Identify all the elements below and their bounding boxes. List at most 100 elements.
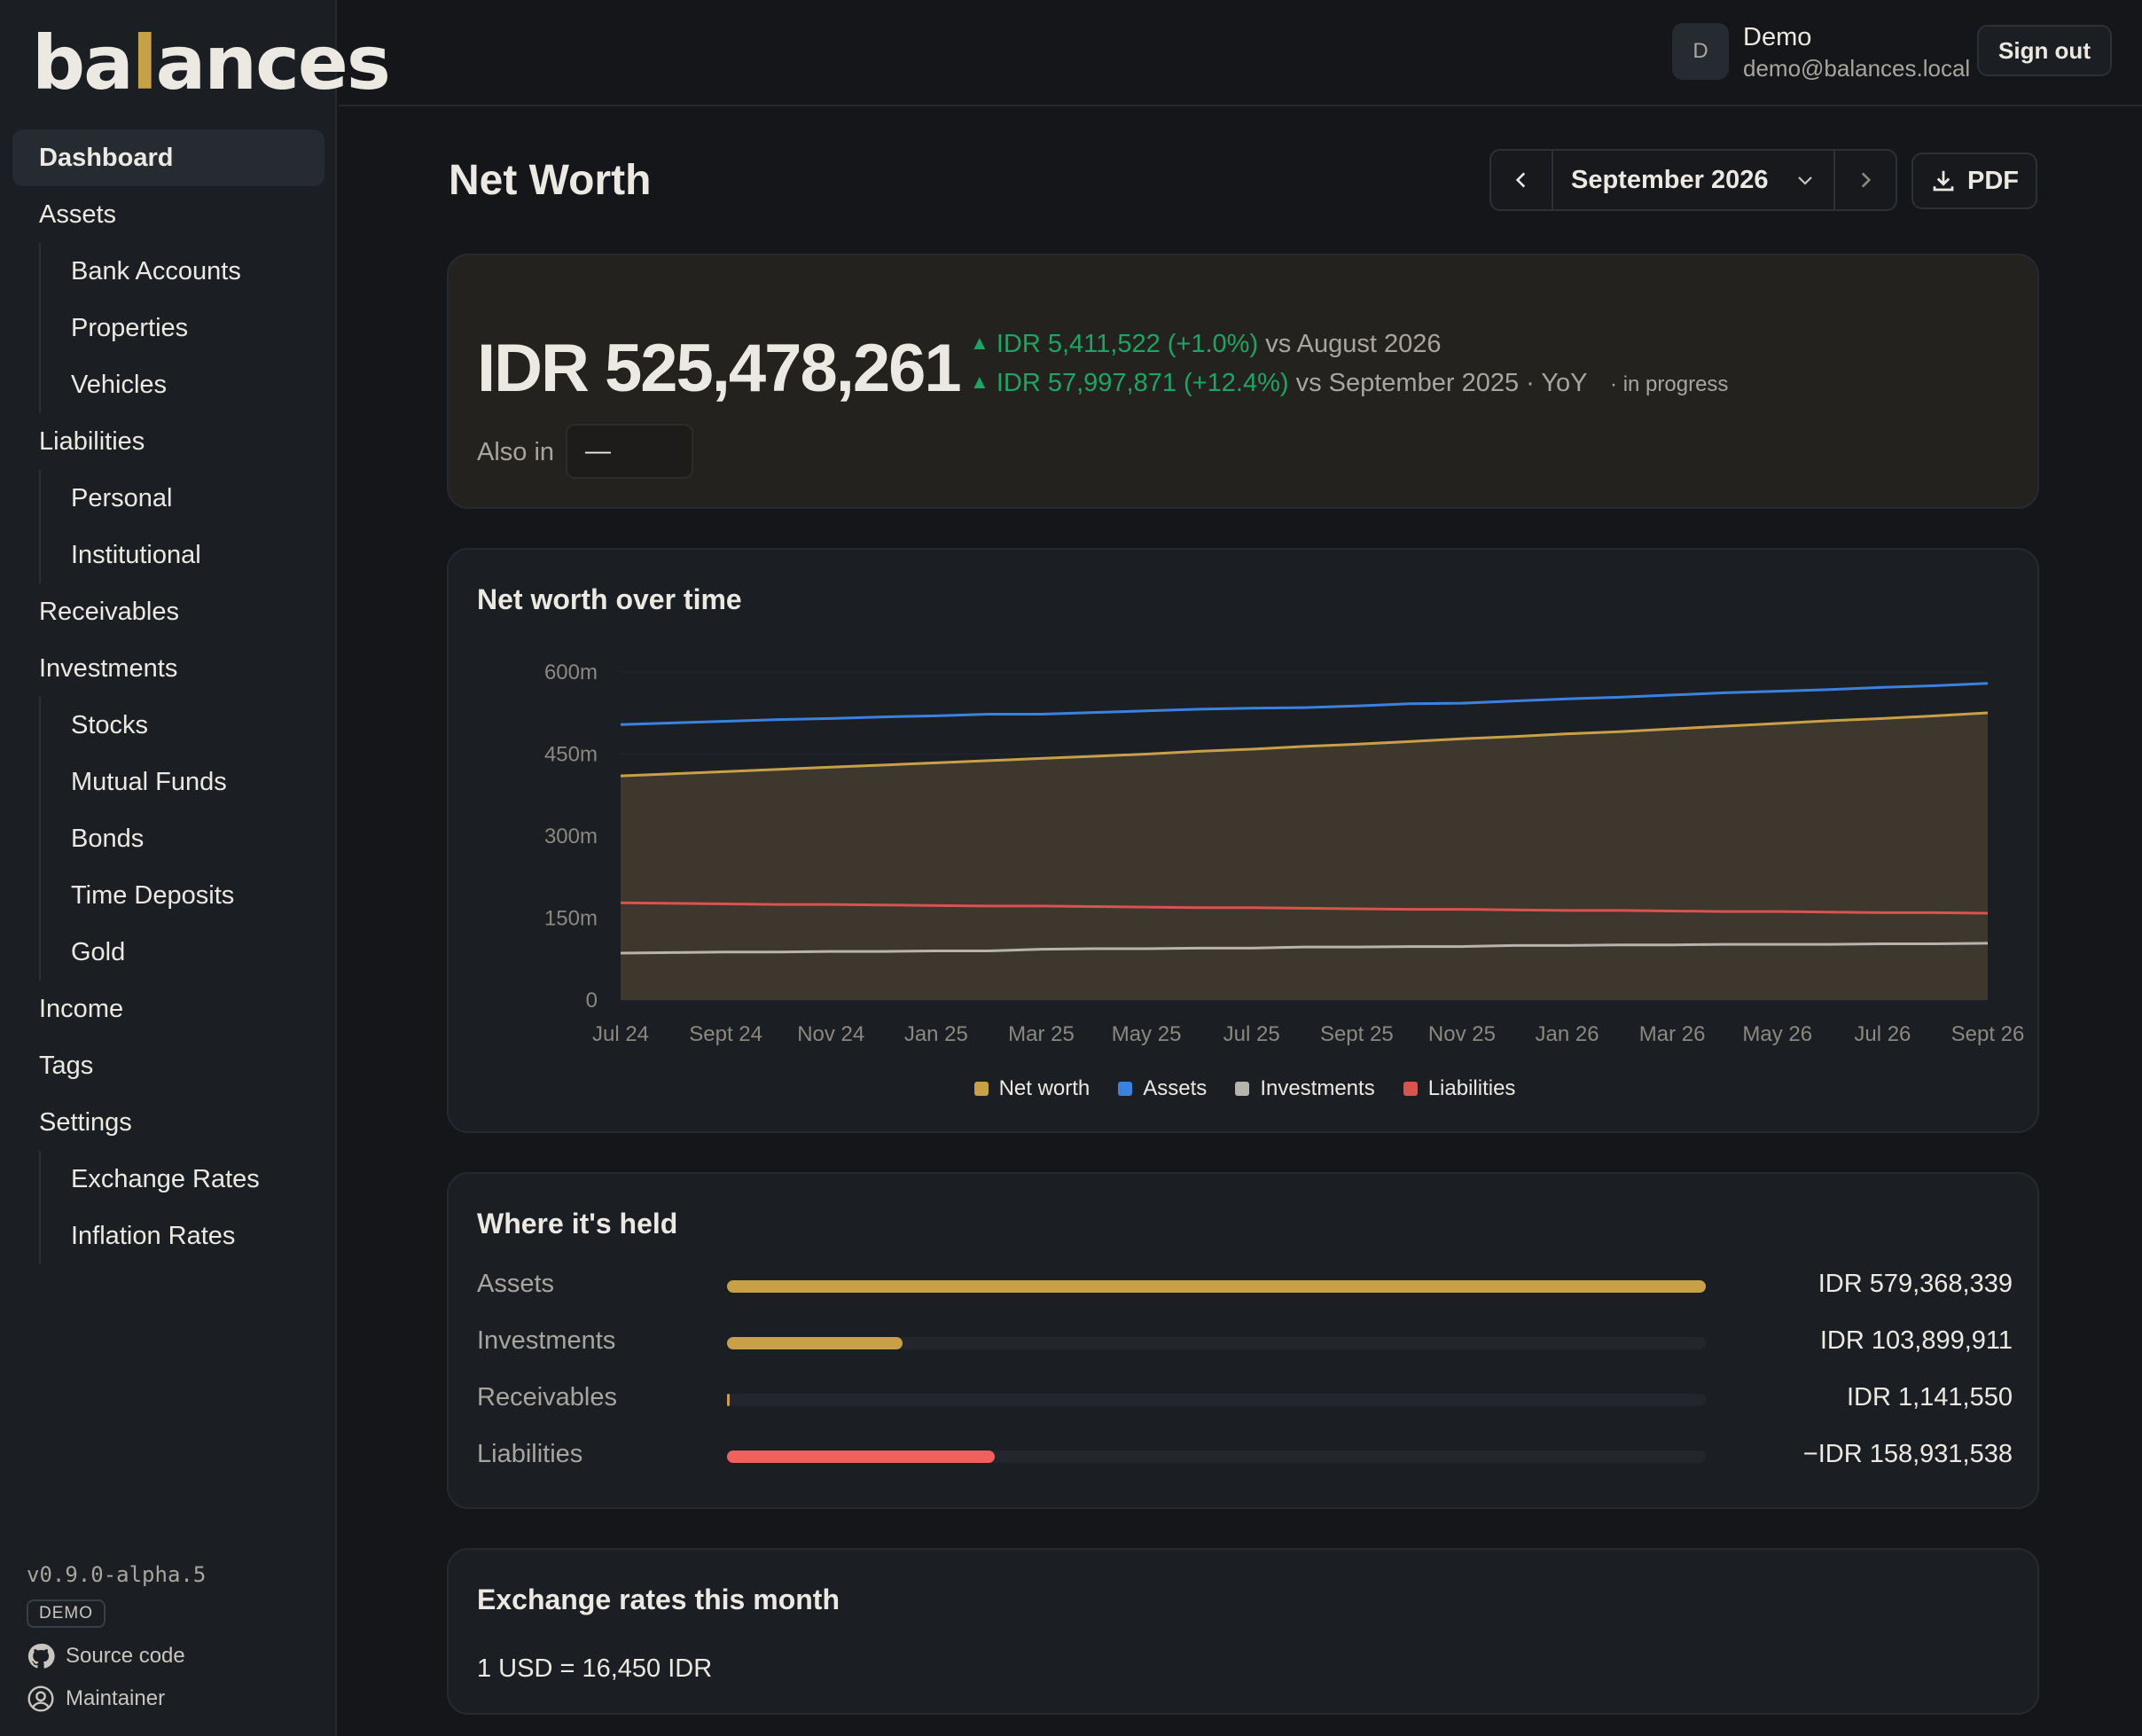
sidebar-subnav-investments: Stocks Mutual Funds Bonds Time Deposits Gold — [39, 697, 337, 981]
series-line-assets — [620, 682, 1989, 726]
held-row-label: Receivables — [477, 1383, 617, 1411]
chart-title: Net worth over time — [477, 583, 742, 615]
sidebar-item-institutional[interactable]: Institutional — [71, 540, 201, 569]
maintainer-link[interactable]: Maintainer — [27, 1685, 206, 1713]
sidebar-nav: Dashboard Assets Bank Accounts Properties Ve… — [0, 129, 337, 1264]
held-row-value: −IDR 158,931,538 — [1802, 1440, 2013, 1468]
net-worth-chart[interactable]: 0 150m 300m 450m 600m Jul 24 Sept 24 Nov 24 Jan … — [449, 550, 2041, 1135]
sidebar-item-exchange-rates[interactable]: Exchange Rates — [71, 1164, 260, 1193]
month-select[interactable]: September 2026 — [1552, 151, 1835, 209]
sidebar-item-liabilities[interactable]: Liabilities — [39, 426, 145, 456]
legend-swatch — [973, 1082, 989, 1096]
avatar[interactable]: D — [1672, 23, 1729, 80]
logo-text-end: ances — [155, 20, 391, 106]
held-row-liabilities: Liabilities −IDR 158,931,538 — [477, 1440, 2013, 1475]
year-over-year-change: ▲ IDR 57,997,871 (+12.4%) vs September 2… — [970, 369, 1728, 398]
x-tick-label: Jan 25 — [904, 1022, 968, 1046]
held-bar-track — [727, 1280, 1706, 1293]
legend-swatch — [1118, 1082, 1133, 1096]
user-circle-icon — [27, 1685, 54, 1712]
exchange-rates-title: Exchange rates this month — [477, 1584, 840, 1615]
held-row-label: Liabilities — [477, 1440, 583, 1468]
sidebar-item-gold[interactable]: Gold — [71, 937, 126, 966]
sidebar-subnav-assets: Bank Accounts Properties Vehicles — [39, 243, 337, 413]
legend-label: Investments — [1260, 1076, 1375, 1100]
app-logo[interactable]: balances — [32, 20, 391, 106]
maintainer-label: Maintainer — [66, 1686, 166, 1710]
chevron-left-icon — [1515, 172, 1526, 188]
yoy-change-value: IDR 57,997,871 (+12.4%) — [996, 369, 1289, 397]
where-held-card: Where it's held Assets IDR 579,368,339 Inv… — [447, 1172, 2039, 1509]
sidebar-item-dashboard[interactable]: Dashboard — [12, 129, 324, 186]
mom-compare-label: vs August 2026 — [1265, 330, 1442, 358]
y-tick-label: 150m — [544, 907, 598, 931]
where-held-title: Where it's held — [477, 1208, 678, 1239]
exchange-rates-card: Exchange rates this month 1 USD = 16,450… — [447, 1548, 2039, 1715]
x-tick-label: May 26 — [1742, 1022, 1812, 1046]
held-row-value: IDR 579,368,339 — [1818, 1270, 2013, 1298]
month-over-month-change: ▲ IDR 5,411,522 (+1.0%) vs August 2026 — [970, 330, 1442, 359]
user-email: demo@balances.local — [1743, 55, 1971, 82]
held-row-assets: Assets IDR 579,368,339 — [477, 1270, 2013, 1305]
chevron-right-icon — [1861, 172, 1872, 188]
y-tick-label: 300m — [544, 825, 598, 848]
github-icon — [27, 1643, 55, 1669]
net-worth-amount: IDR 525,478,261 — [477, 331, 962, 406]
net-worth-chart-card: Net worth over time 0 150m 300m 450m 600m Jul… — [447, 548, 2039, 1133]
sidebar-item-investments[interactable]: Investments — [39, 653, 178, 683]
sidebar-item-settings[interactable]: Settings — [39, 1107, 132, 1137]
sidebar-item-mutual-funds[interactable]: Mutual Funds — [71, 767, 227, 796]
legend-item-net-worth[interactable]: Net worth — [973, 1076, 1090, 1101]
held-bar-fill — [727, 1451, 996, 1463]
sidebar-item-tags[interactable]: Tags — [39, 1051, 94, 1080]
up-triangle-icon: ▲ — [970, 371, 989, 393]
y-tick-label: 600m — [544, 661, 598, 684]
download-icon — [1933, 170, 1954, 192]
pdf-label: PDF — [1967, 166, 2019, 195]
held-bar-fill — [727, 1280, 1706, 1293]
held-row-investments: Investments IDR 103,899,911 — [477, 1326, 2013, 1362]
previous-month-button[interactable] — [1491, 151, 1552, 209]
sidebar-item-receivables[interactable]: Receivables — [39, 597, 179, 626]
legend-item-investments[interactable]: Investments — [1235, 1076, 1375, 1101]
exchange-rate-value: 1 USD = 16,450 IDR — [477, 1654, 713, 1683]
legend-item-liabilities[interactable]: Liabilities — [1403, 1076, 1516, 1101]
sidebar-item-time-deposits[interactable]: Time Deposits — [71, 880, 235, 910]
sidebar-item-inflation-rates[interactable]: Inflation Rates — [71, 1221, 236, 1250]
sidebar-item-assets[interactable]: Assets — [39, 199, 117, 229]
sign-out-button[interactable]: Sign out — [1977, 25, 2112, 76]
sidebar-item-stocks[interactable]: Stocks — [71, 710, 149, 739]
held-bar-track — [727, 1337, 1706, 1349]
legend-item-assets[interactable]: Assets — [1118, 1076, 1207, 1101]
also-in-label: Also in — [477, 438, 555, 466]
x-tick-label: May 25 — [1112, 1022, 1182, 1046]
version-label: v0.9.0-alpha.5 — [27, 1562, 207, 1587]
sidebar-item-personal[interactable]: Personal — [71, 483, 173, 512]
y-tick-label: 450m — [544, 743, 598, 767]
also-in-currency-select[interactable]: — — [566, 424, 693, 479]
legend-label: Liabilities — [1427, 1076, 1516, 1100]
x-tick-label: Sept 24 — [689, 1022, 762, 1046]
legend-swatch — [1235, 1082, 1250, 1096]
sidebar-item-vehicles[interactable]: Vehicles — [71, 370, 168, 399]
demo-badge: DEMO — [27, 1599, 106, 1628]
next-month-button[interactable] — [1835, 151, 1896, 209]
page-title: Net Worth — [449, 157, 652, 204]
logo-text-accent: l — [131, 20, 158, 106]
sidebar-footer: v0.9.0-alpha.5 DEMO Source code Maintain… — [27, 1562, 206, 1713]
held-row-label: Investments — [477, 1326, 616, 1355]
sidebar-item-bonds[interactable]: Bonds — [71, 824, 145, 853]
series-line-investments — [620, 942, 1989, 955]
sidebar-item-income[interactable]: Income — [39, 994, 124, 1023]
in-progress-label: · in progress — [1610, 372, 1729, 396]
pdf-download-button[interactable]: PDF — [1911, 152, 2037, 209]
sidebar-item-properties[interactable]: Properties — [71, 313, 189, 342]
source-code-link[interactable]: Source code — [27, 1642, 206, 1670]
sidebar: balances Dashboard Assets Bank Accounts Pro… — [0, 0, 391, 1736]
sidebar-item-bank-accounts[interactable]: Bank Accounts — [71, 256, 241, 285]
legend-label: Assets — [1143, 1076, 1208, 1100]
yoy-compare-label: vs September 2025 · YoY — [1295, 369, 1587, 397]
source-code-label: Source code — [66, 1644, 185, 1668]
x-tick-label: Nov 25 — [1428, 1022, 1496, 1046]
net-worth-summary-card: IDR 525,478,261 ▲ IDR 5,411,522 (+1.0%) … — [447, 254, 2039, 509]
